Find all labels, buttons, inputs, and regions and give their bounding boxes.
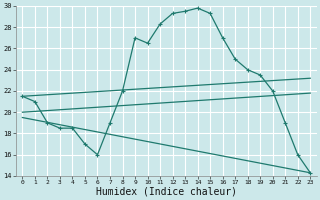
X-axis label: Humidex (Indice chaleur): Humidex (Indice chaleur) xyxy=(96,187,237,197)
